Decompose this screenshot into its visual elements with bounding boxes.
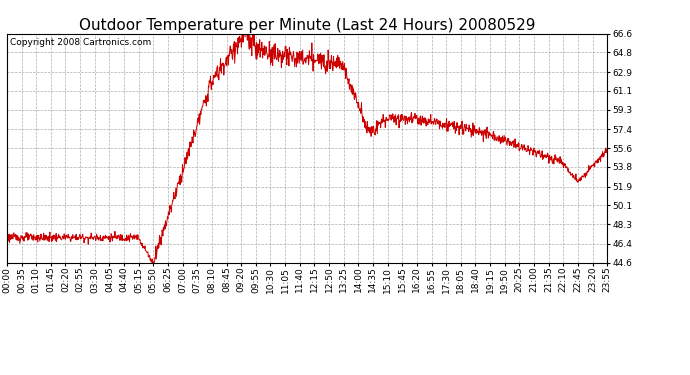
Text: Copyright 2008 Cartronics.com: Copyright 2008 Cartronics.com xyxy=(10,38,151,47)
Title: Outdoor Temperature per Minute (Last 24 Hours) 20080529: Outdoor Temperature per Minute (Last 24 … xyxy=(79,18,535,33)
